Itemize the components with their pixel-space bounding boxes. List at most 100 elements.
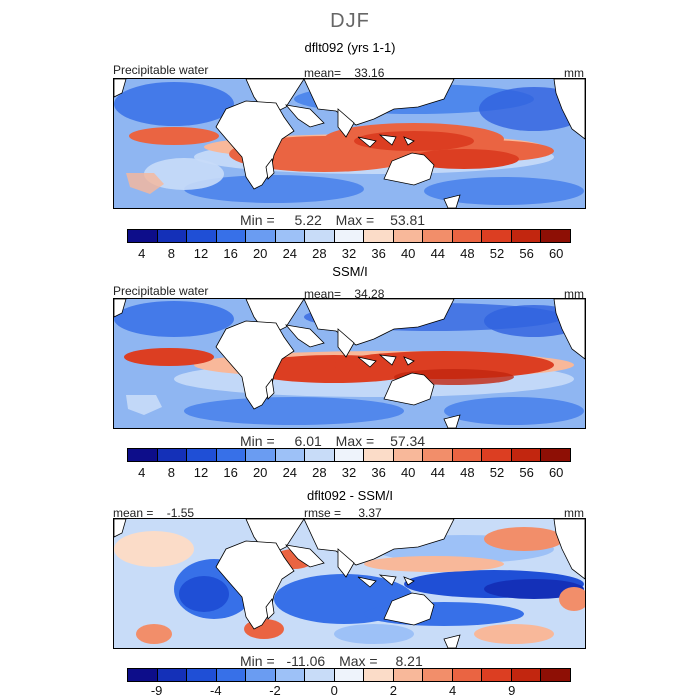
colorbar-swatch (128, 449, 158, 461)
field-blob (126, 395, 162, 415)
colorbar-swatch (511, 669, 542, 681)
panel3-max-label: Max = (339, 653, 378, 669)
colorbar-tick-label: 24 (282, 465, 298, 480)
panel3-rmse: rmse = 3.37 (304, 506, 382, 520)
panel1-title: dflt092 (yrs 1-1) (304, 40, 396, 55)
colorbar-tick-label: 24 (282, 246, 298, 261)
colorbar-swatch (216, 449, 247, 461)
colorbar-tick-label: 12 (193, 465, 209, 480)
panel1-mean-value: 33.16 (354, 66, 385, 80)
panel2-map (113, 298, 586, 429)
colorbar-tick-label: 4 (138, 465, 146, 480)
colorbar-swatch (334, 449, 365, 461)
colorbar-swatch (187, 230, 217, 242)
panel1-units: mm (564, 66, 584, 80)
field-blob (179, 576, 229, 612)
panel1-minmax: Min = 5.22 Max = 53.81 (240, 212, 425, 228)
panel1-max-label: Max = (335, 212, 375, 228)
panel1-max-value: 53.81 (390, 212, 426, 228)
panel2-units: mm (564, 287, 584, 301)
colorbar-swatch (393, 230, 424, 242)
field-blob (334, 624, 414, 644)
colorbar-swatch (216, 669, 247, 681)
field-blob (114, 531, 194, 567)
field-blob (124, 348, 214, 366)
panel1-min-label: Min = (240, 212, 275, 228)
panel3-rmse-label: rmse = (304, 506, 342, 520)
land-new-zealand (443, 194, 461, 208)
panel2-map-svg (114, 299, 585, 428)
colorbar-swatch (187, 669, 217, 681)
colorbar-tick-label: 56 (519, 246, 534, 261)
colorbar-tick-label: 56 (519, 465, 534, 480)
panel1-colorbar (127, 229, 571, 243)
colorbar-swatch (216, 230, 247, 242)
colorbar-tick-label: -2 (269, 683, 281, 698)
colorbar-tick-label: 48 (460, 465, 475, 480)
colorbar-swatch (423, 449, 453, 461)
panel1-variable-label: Precipitable water (113, 63, 209, 77)
panel2-variable-label: Precipitable water (113, 284, 209, 298)
colorbar-swatch (423, 230, 453, 242)
field-blob (484, 527, 564, 551)
colorbar-swatch (334, 230, 365, 242)
colorbar-tick-label: 28 (312, 246, 327, 261)
colorbar-swatch (157, 669, 188, 681)
field-blob (424, 177, 584, 205)
colorbar-swatch (246, 230, 276, 242)
land-madagascar (265, 597, 275, 620)
land-arabia (284, 544, 325, 568)
colorbar-tick-label: 44 (430, 465, 446, 480)
colorbar-swatch (157, 449, 188, 461)
panel1-map-svg (114, 79, 585, 208)
colorbar-swatch (482, 230, 512, 242)
colorbar-swatch (246, 669, 276, 681)
colorbar-swatch (275, 230, 306, 242)
field-blob (129, 127, 219, 145)
field-blob (114, 82, 234, 126)
field-blob (444, 397, 584, 425)
colorbar-swatch (187, 449, 217, 461)
colorbar-swatch (452, 669, 483, 681)
colorbar-swatch (541, 230, 570, 242)
colorbar-swatch (246, 449, 276, 461)
colorbar-tick-label: -9 (150, 683, 163, 698)
colorbar-swatch (157, 230, 188, 242)
field-blob (409, 149, 519, 169)
colorbar-tick-label: 4 (448, 683, 457, 698)
colorbar-swatch (128, 669, 158, 681)
land-india (337, 328, 355, 358)
panel2-title: SSM/I (332, 264, 368, 279)
field-blob (126, 173, 164, 194)
colorbar-tick-label: 40 (400, 465, 416, 480)
colorbar-tick-label: 0 (330, 683, 338, 698)
colorbar-swatch (482, 669, 512, 681)
land-australia (383, 372, 435, 406)
panel2-min-label: Min = (240, 433, 275, 449)
colorbar-tick-label: 60 (548, 465, 564, 480)
colorbar-swatch (482, 449, 512, 461)
panel3-mean: mean = -1.55 (113, 506, 194, 520)
field-blob (364, 556, 504, 572)
land-americas (553, 519, 585, 580)
colorbar-tick-label: 40 (400, 246, 416, 261)
colorbar-tick-label: -4 (210, 683, 222, 698)
colorbar-swatch (128, 230, 158, 242)
panel2-min-value: 6.01 (294, 433, 322, 449)
land-south-america (114, 299, 127, 318)
field-blob (114, 301, 234, 337)
land-india (337, 108, 355, 138)
colorbar-swatch (364, 230, 394, 242)
colorbar-tick-label: 36 (371, 465, 386, 480)
panel1-mean-label: mean= (304, 66, 342, 80)
colorbar-swatch (541, 669, 570, 681)
land-madagascar (265, 377, 275, 400)
field-blob (559, 587, 585, 611)
field-blob (484, 579, 584, 599)
colorbar-swatch (393, 449, 424, 461)
panel2-mean-value: 34.28 (354, 287, 385, 301)
colorbar-swatch (305, 449, 335, 461)
panel1-min-value: 5.22 (294, 212, 322, 228)
colorbar-tick-label: 28 (312, 465, 327, 480)
land-indonesia (357, 574, 415, 588)
